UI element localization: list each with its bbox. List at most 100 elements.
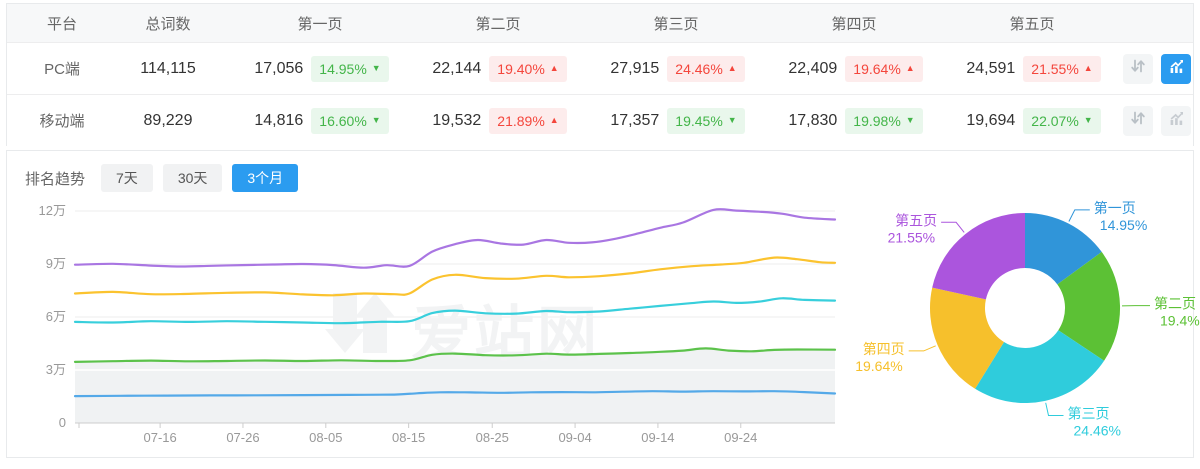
col-header-page3: 第三页 [653,15,699,33]
total-words: 89,229 [143,111,193,129]
sort-updown-button[interactable] [1123,53,1153,84]
page-count: 19,532 [432,111,482,129]
donut-slice [929,287,1004,389]
page3-cell: 27,915 24.46% ▲ [587,55,765,82]
page-count: 22,409 [788,59,838,77]
change-pct: 19.45% [675,112,723,129]
change-pct: 21.55% [1031,60,1079,77]
charts-area: 爱站网 07-16 07-26 08-05 08-15 08-25 09-04 09-14 09… [7,191,1200,457]
tab-3months[interactable]: 3个月 [232,164,299,192]
col-header-page1: 第一页 [297,15,343,33]
triangle-icon: ▼ [905,115,915,125]
page-count: 27,915 [610,59,660,77]
table-row-mobile[interactable]: 移动端 89,229 14,816 16.60% ▼ 19,532 21.89% ▲… [7,94,1193,146]
page1-cell: 14,816 16.60% ▼ [231,107,409,134]
svg-text:07-16: 07-16 [143,430,176,445]
page-count: 24,591 [966,59,1016,77]
page1-cell: 17,056 14.95% ▼ [231,55,409,82]
row-actions [1121,105,1193,136]
donut-slice [975,330,1105,403]
svg-text:09-04: 09-04 [558,430,591,445]
svg-text:第二页: 第二页 [1154,296,1196,312]
donut-slice [932,213,1025,300]
platform-label: 移动端 [39,113,85,130]
change-badge: 19.45% ▼ [667,107,745,134]
change-badge: 24.46% ▲ [667,55,745,82]
triangle-icon: ▼ [727,115,737,125]
svg-text:12万: 12万 [39,203,66,218]
tab-30days[interactable]: 30天 [162,164,223,192]
sort-updown-button[interactable] [1123,105,1153,136]
page-count: 22,144 [432,59,482,77]
svg-text:3万: 3万 [46,362,66,377]
table-header-row: 平台 总词数 第一页 第二页 第三页 第四页 第五页 [7,4,1193,42]
change-badge: 16.60% ▼ [311,107,389,134]
svg-text:第五页: 第五页 [895,212,937,228]
change-pct: 19.40% [497,60,545,77]
show-trend-chart-button[interactable] [1161,105,1191,136]
watermark-logo: 爱站网 [325,293,597,368]
col-header-platform: 平台 [46,15,77,33]
svg-text:第三页: 第三页 [1068,406,1110,422]
change-badge: 21.89% ▲ [489,107,567,134]
page5-cell: 24,591 21.55% ▲ [943,55,1121,82]
svg-text:19.4%: 19.4% [1160,313,1200,329]
triangle-icon: ▲ [727,63,737,73]
page-count: 19,694 [966,111,1016,129]
page3-cell: 17,357 19.45% ▼ [587,107,765,134]
change-badge: 21.55% ▲ [1023,55,1101,82]
total-words: 114,115 [140,59,196,77]
change-pct: 22.07% [1031,112,1079,129]
change-pct: 21.89% [497,112,545,129]
rank-table: 平台 总词数 第一页 第二页 第三页 第四页 第五页 PC端 114,115 1… [6,3,1194,146]
svg-text:0: 0 [59,415,66,430]
change-pct: 19.98% [853,112,901,129]
svg-text:08-25: 08-25 [476,430,509,445]
svg-text:08-05: 08-05 [309,430,342,445]
triangle-icon: ▼ [371,63,381,73]
svg-text:第一页: 第一页 [1094,200,1136,216]
rank-trend-section: 排名趋势 7天 30天 3个月 爱站网 07-16 07-26 08-05 08-15 0… [6,150,1200,458]
svg-text:09-24: 09-24 [724,430,757,445]
page4-cell: 17,830 19.98% ▼ [765,107,943,134]
change-badge: 19.64% ▲ [845,55,923,82]
page2-cell: 22,144 19.40% ▲ [409,55,587,82]
trend-chart-icon [1168,58,1185,80]
row-actions [1121,53,1193,84]
svg-text:6万: 6万 [46,309,66,324]
svg-text:09-14: 09-14 [641,430,674,445]
svg-text:07-26: 07-26 [226,430,259,445]
change-badge: 14.95% ▼ [311,55,389,82]
svg-text:19.64%: 19.64% [855,358,902,374]
page-count: 14,816 [254,111,304,129]
donut-slice [1025,213,1102,285]
triangle-icon: ▼ [371,115,381,125]
change-badge: 22.07% ▼ [1023,107,1101,134]
svg-text:第四页: 第四页 [863,341,905,357]
svg-text:9万: 9万 [46,256,66,271]
change-pct: 14.95% [319,60,367,77]
triangle-icon: ▲ [1083,63,1093,73]
triangle-icon: ▼ [1083,115,1093,125]
show-trend-chart-button[interactable] [1161,53,1191,84]
col-header-page4: 第四页 [831,15,877,33]
col-header-page2: 第二页 [475,15,521,33]
tab-7days[interactable]: 7天 [101,164,153,192]
table-row-pc[interactable]: PC端 114,115 17,056 14.95% ▼ 22,144 19.40%… [7,42,1193,94]
change-pct: 16.60% [319,112,367,129]
page-count: 17,056 [254,59,304,77]
donut-slice [1057,251,1121,361]
page4-cell: 22,409 19.64% ▲ [765,55,943,82]
page-count: 17,830 [788,111,838,129]
updown-arrows-icon [1130,58,1146,79]
trend-chart-icon [1168,110,1185,132]
page2-cell: 19,532 21.89% ▲ [409,107,587,134]
svg-text:24.46%: 24.46% [1074,423,1121,439]
change-pct: 19.64% [853,60,901,77]
change-pct: 24.46% [675,60,723,77]
platform-label: PC端 [44,61,80,78]
col-header-page5: 第五页 [1009,15,1055,33]
col-header-total: 总词数 [145,15,191,33]
